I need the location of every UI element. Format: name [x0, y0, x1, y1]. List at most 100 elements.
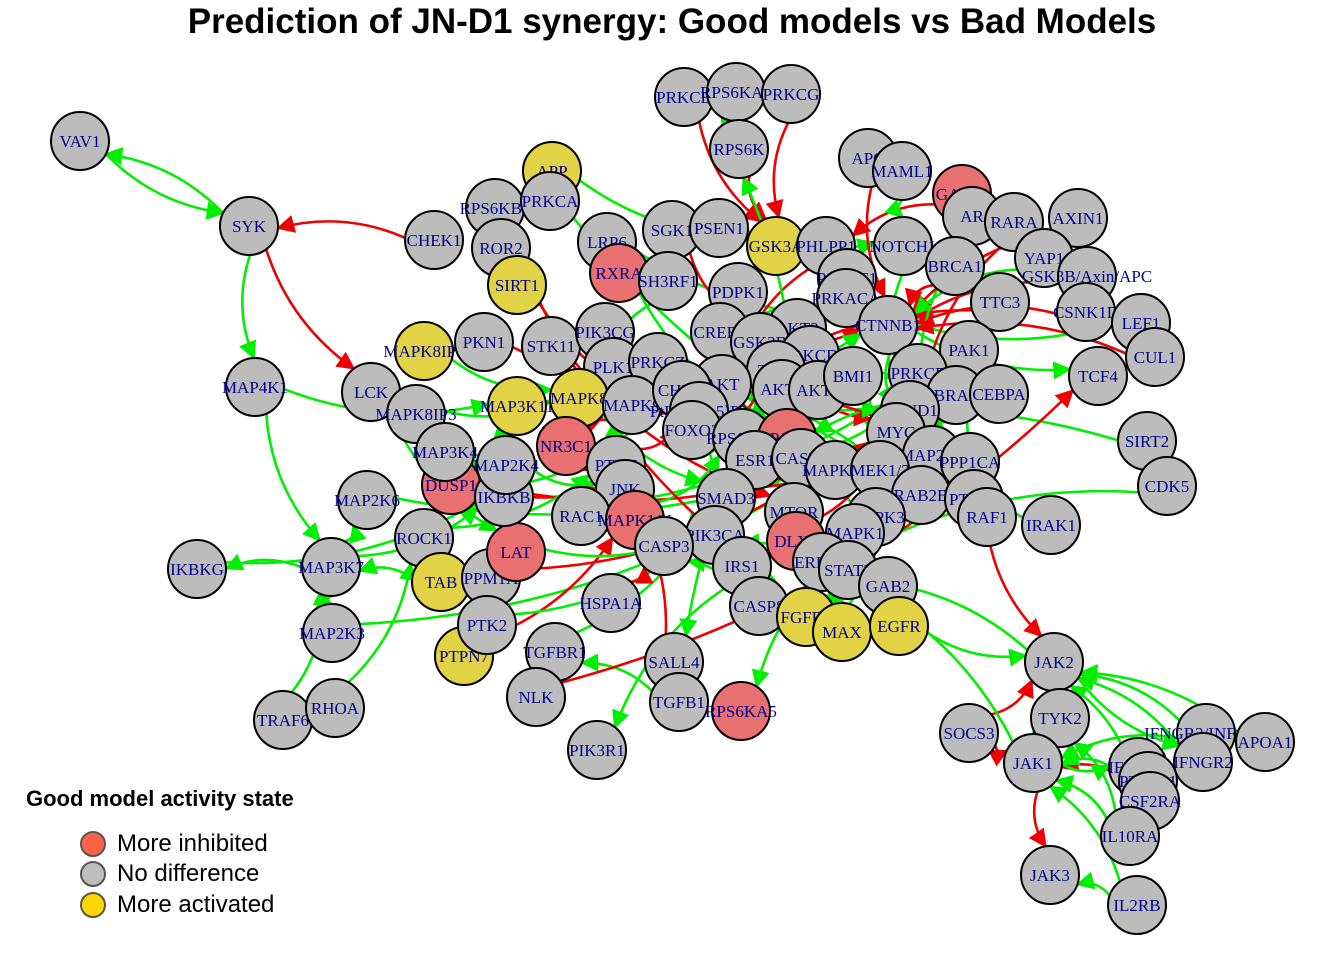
node-hspa1a: HSPA1A [580, 573, 643, 633]
node-label: ESR1 [735, 451, 775, 470]
node-label: BMI1 [833, 367, 874, 386]
node-label: SMAD3 [697, 489, 755, 508]
node-circle [302, 603, 362, 663]
node-circle [457, 595, 517, 655]
node-circle [476, 435, 536, 495]
edge-jak1-to-jak3 [1028, 791, 1047, 848]
node-label: APOA1 [1238, 733, 1293, 752]
node-socs3: SOCS3 [939, 703, 999, 763]
node-label: SOCS3 [943, 724, 994, 743]
node-label: MAPK8IP1 [383, 342, 464, 361]
node-circle [394, 321, 454, 381]
node-map4k1: MAP4K1 [222, 357, 288, 417]
edge-socs3-to-jak2 [990, 678, 1034, 716]
node-tgfb1: TGFB1 [649, 672, 709, 732]
node-pik3r1: PIK3R1 [567, 720, 627, 780]
node-circle [709, 119, 769, 179]
node-mapk8: MAPK8 [549, 368, 609, 428]
edge-syk-to-lck [264, 248, 356, 370]
node-prkca: PRKCA [520, 171, 580, 231]
node-label: MAP3K7 [298, 558, 365, 577]
node-label: PRKACA [812, 289, 882, 308]
node-label: JAK1 [1013, 754, 1053, 773]
node-label: RPS6KA5 [705, 702, 777, 721]
node-circle [487, 376, 547, 436]
node-label: CSF2RA [1119, 792, 1182, 811]
node-circle [1020, 845, 1080, 905]
node-label: ROCK1 [396, 529, 452, 548]
node-circle [1003, 733, 1063, 793]
node-label: PRKCB [656, 88, 712, 107]
node-label: RPS6KA3 [700, 83, 772, 102]
node-egfr: EGFR [869, 596, 929, 656]
node-circle [761, 64, 821, 124]
node-syk: SYK [219, 196, 279, 256]
node-circle [1100, 806, 1160, 866]
node-label: IFNGR2 [1173, 753, 1233, 772]
node-nr3c1: NR3C1 [536, 416, 596, 476]
node-nlk: NLK [506, 667, 566, 727]
node-circle [487, 255, 547, 315]
legend-item-more-inhibited: More inhibited [80, 830, 400, 861]
edge-il2rb-to-jak1 [1048, 785, 1122, 882]
node-label: RPS6K [713, 140, 765, 159]
node-label: SYK [232, 217, 267, 236]
edge-il10ra-to-jak1 [1054, 775, 1108, 820]
node-label: PDPK1 [712, 283, 764, 302]
node-label: LAT [500, 543, 532, 562]
node-label: MAP3K4 [412, 443, 479, 462]
node-circle [506, 667, 566, 727]
node-label: TAB [425, 573, 458, 592]
node-label: MAML1 [871, 162, 932, 181]
node-circle [638, 251, 698, 311]
edge-apc-to-ctnnb1 [865, 186, 886, 298]
legend-label: More inhibited [117, 830, 268, 857]
node-label: RAC1 [559, 507, 602, 526]
node-label: PPP1CA [940, 453, 1001, 472]
node-label: JAK2 [1034, 653, 1074, 672]
node-label: CDK5 [1145, 477, 1189, 496]
node-label: GSK3B/Axin/APC [1022, 267, 1152, 286]
node-label: RARA [990, 213, 1038, 232]
node-tcf4: TCF4 [1068, 346, 1128, 406]
node-circle [957, 487, 1017, 547]
node-circle [404, 210, 464, 270]
node-label: BRCA1 [928, 257, 983, 276]
edge-il2rb-to-jak3 [1075, 871, 1111, 897]
node-label: MYC [877, 423, 916, 442]
node-circle [634, 516, 694, 576]
edge-map3k7-to-map2k3 [312, 588, 334, 606]
node-label: PAK1 [949, 341, 990, 360]
node-prkaca: PRKACA [812, 268, 882, 328]
node-circle [1125, 327, 1185, 387]
node-il2rb: IL2RB [1107, 875, 1167, 935]
node-label: IRS1 [725, 557, 760, 576]
legend-swatch-no-difference [80, 861, 106, 887]
node-tab: TAB [411, 552, 471, 612]
node-cdk5: CDK5 [1137, 456, 1197, 516]
node-label: TYK2 [1038, 709, 1081, 728]
node-sirt2: SIRT2 [1117, 411, 1177, 471]
node-prkcg: PRKCG [761, 64, 821, 124]
node-circle [823, 346, 883, 406]
node-label: PLK1 [593, 358, 634, 377]
node-label: STK11 [527, 337, 576, 356]
node-label: MAP4K1 [222, 378, 288, 397]
edge-map3k7-to-map2k6 [344, 523, 367, 544]
node-circle [305, 678, 365, 738]
node-label: CSNK1D [1053, 303, 1119, 322]
node-label: MAPK8IP3 [375, 405, 456, 424]
node-label: SIRT2 [1125, 432, 1169, 451]
node-lat: LAT [486, 522, 546, 582]
node-map2k3: MAP2K3 [299, 603, 365, 663]
node-label: IL10RA [1102, 827, 1159, 846]
node-jak1: JAK1 [1003, 733, 1063, 793]
node-circle [858, 295, 918, 355]
edge-jak2-to-ifngr2 [1077, 677, 1181, 751]
node-circle [649, 672, 709, 732]
node-label: FOXO3 [665, 421, 720, 440]
node-circle [1021, 495, 1081, 555]
edge-socs3-to-jak1 [988, 744, 1009, 767]
node-label: RXRA [595, 264, 643, 283]
edge-bmi1-to-myc [861, 398, 881, 419]
